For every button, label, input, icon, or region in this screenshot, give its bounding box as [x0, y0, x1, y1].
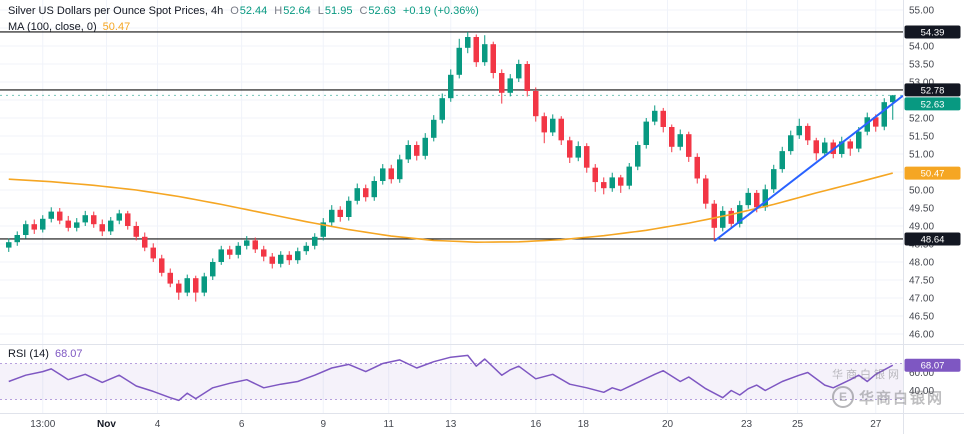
svg-text:48.64: 48.64 [921, 234, 945, 245]
ma-value: 50.47 [102, 21, 131, 33]
price-change: +0.19 (+0.36%) [402, 5, 479, 17]
svg-text:27: 27 [870, 419, 882, 430]
price-axis-badges: 54.39 52.78 52.63 50.47 48.64 68.07 [904, 25, 961, 372]
svg-text:49.00: 49.00 [909, 222, 934, 233]
symbol-legend: Silver US Dollars per Ounce Spot Prices,… [8, 5, 479, 17]
svg-text:46.00: 46.00 [909, 330, 934, 341]
svg-text:20: 20 [662, 419, 674, 430]
ma-line[interactable] [8, 172, 893, 243]
svg-text:52.00: 52.00 [909, 114, 934, 125]
ohlc-open: O52.44 [230, 5, 268, 17]
svg-text:53.00: 53.00 [909, 78, 934, 89]
svg-text:25: 25 [792, 419, 804, 430]
svg-text:18: 18 [578, 419, 590, 430]
svg-text:48.00: 48.00 [909, 258, 934, 269]
svg-text:54.00: 54.00 [909, 42, 934, 53]
svg-text:4: 4 [155, 419, 161, 430]
svg-text:50.47: 50.47 [921, 169, 945, 180]
svg-text:9: 9 [320, 419, 326, 430]
svg-text:49.50: 49.50 [909, 204, 934, 215]
svg-text:16: 16 [530, 419, 542, 430]
svg-text:23: 23 [741, 419, 753, 430]
rsi-line [8, 354, 894, 402]
site-watermark: 华商白银网 E 华商白银网 [832, 366, 944, 408]
candlestick-series[interactable] [6, 31, 896, 302]
rsi-band [0, 363, 903, 400]
symbol-title[interactable]: Silver US Dollars per Ounce Spot Prices,… [8, 5, 224, 17]
trend-line[interactable] [713, 94, 904, 242]
svg-text:46.50: 46.50 [909, 312, 934, 323]
svg-text:60.00: 60.00 [909, 368, 934, 379]
svg-text:54.39: 54.39 [921, 27, 945, 38]
svg-text:50.00: 50.00 [909, 186, 934, 197]
ohlc-high: H52.64 [274, 5, 311, 17]
ma-legend[interactable]: MA (100, close, 0) 50.47 [8, 21, 130, 33]
watermark-text-small: 华商白银网 [832, 369, 902, 381]
svg-text:51.00: 51.00 [909, 150, 934, 161]
svg-text:51.50: 51.50 [909, 132, 934, 143]
svg-text:53.50: 53.50 [909, 60, 934, 71]
svg-text:47.00: 47.00 [909, 294, 934, 305]
price-axis[interactable]: 55.00 54.00 53.50 53.00 52.00 51.50 51.00 50.00… [909, 6, 934, 398]
rsi-legend[interactable]: RSI (14) 68.07 [8, 348, 83, 360]
watermark-logo-icon: E [832, 386, 854, 408]
rsi-label: RSI (14) [8, 348, 49, 360]
svg-text:52.63: 52.63 [921, 99, 945, 110]
svg-text:55.00: 55.00 [909, 6, 934, 17]
svg-text:13: 13 [445, 419, 457, 430]
svg-text:Nov: Nov [97, 419, 116, 430]
svg-text:68.07: 68.07 [921, 361, 945, 372]
ma-label: MA (100, close, 0) [8, 21, 97, 33]
svg-text:52.78: 52.78 [921, 85, 945, 96]
time-axis[interactable]: 13:00 Nov 4 6 9 11 13 16 18 20 23 25 27 [30, 419, 882, 430]
rsi-value: 68.07 [54, 348, 83, 360]
svg-text:47.50: 47.50 [909, 276, 934, 287]
ohlc-close: C52.63 [359, 5, 396, 17]
watermark-text-large: 华商白银网 [859, 389, 945, 407]
svg-text:6: 6 [239, 419, 245, 430]
ohlc-low: L51.95 [317, 5, 353, 17]
svg-text:40.00: 40.00 [909, 386, 934, 397]
svg-text:13:00: 13:00 [30, 419, 55, 430]
svg-text:11: 11 [384, 419, 395, 430]
